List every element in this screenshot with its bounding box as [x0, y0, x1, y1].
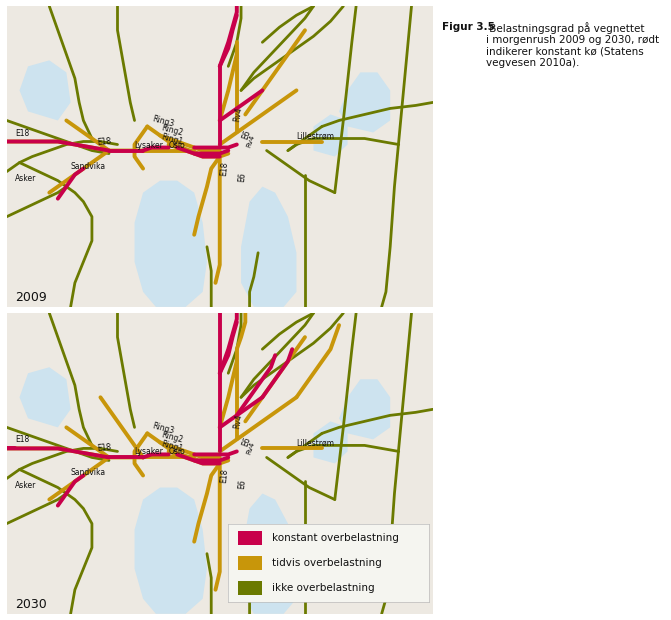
Text: Ring3: Ring3: [152, 114, 175, 128]
Text: E18: E18: [96, 136, 111, 146]
Text: konstant overbelastning: konstant overbelastning: [272, 533, 399, 542]
Text: Ring2: Ring2: [160, 430, 184, 445]
Text: Oslo: Oslo: [168, 448, 185, 456]
Polygon shape: [7, 313, 433, 614]
Polygon shape: [134, 487, 207, 614]
Text: Lysaker: Lysaker: [134, 141, 164, 149]
Text: ikke overbelastning: ikke overbelastning: [272, 583, 375, 593]
Text: Ring1: Ring1: [160, 132, 184, 146]
Text: Sandvika: Sandvika: [70, 469, 106, 477]
Text: Ring1: Ring1: [160, 439, 184, 453]
Polygon shape: [339, 73, 391, 133]
Text: E18: E18: [96, 443, 111, 453]
Text: 2009: 2009: [15, 291, 47, 304]
Polygon shape: [19, 367, 70, 427]
Text: E6: E6: [241, 128, 253, 141]
Polygon shape: [339, 379, 391, 440]
Text: E18: E18: [220, 469, 230, 484]
Polygon shape: [313, 422, 348, 464]
Polygon shape: [241, 187, 297, 307]
Bar: [238, 556, 262, 570]
Polygon shape: [313, 115, 348, 157]
Text: E6: E6: [241, 435, 253, 448]
Bar: [238, 581, 262, 595]
Text: E6: E6: [237, 172, 247, 183]
Text: E18: E18: [15, 128, 30, 138]
Polygon shape: [241, 494, 297, 614]
Text: Lysaker: Lysaker: [134, 448, 164, 456]
Text: Rv4: Rv4: [233, 414, 244, 430]
Bar: [238, 531, 262, 545]
Text: Asker: Asker: [15, 174, 37, 183]
Text: tidvis overbelastning: tidvis overbelastning: [272, 557, 382, 568]
Text: 2030: 2030: [15, 598, 47, 611]
Text: E18: E18: [15, 435, 30, 445]
Text: Rv4: Rv4: [246, 441, 256, 456]
Text: Ring2: Ring2: [160, 123, 184, 138]
Polygon shape: [7, 6, 433, 307]
Polygon shape: [134, 180, 207, 307]
Text: Rv4: Rv4: [233, 107, 244, 123]
Text: Lillestrøm: Lillestrøm: [297, 438, 334, 448]
Text: E6: E6: [237, 479, 247, 490]
Text: Figur 3.5: Figur 3.5: [442, 22, 495, 32]
Polygon shape: [19, 60, 70, 120]
Text: Sandvika: Sandvika: [70, 162, 106, 170]
Text: Asker: Asker: [15, 480, 37, 490]
Text: Oslo: Oslo: [168, 141, 185, 149]
Text: Lillestrøm: Lillestrøm: [297, 131, 334, 141]
Text: E18: E18: [220, 162, 230, 177]
Text: Rv4: Rv4: [246, 134, 256, 149]
Text: Belastningsgrad på vegnettet
i morgenrush 2009 og 2030, rødt
indikerer konstant : Belastningsgrad på vegnettet i morgenrus…: [486, 22, 659, 68]
Text: Ring3: Ring3: [152, 421, 175, 435]
